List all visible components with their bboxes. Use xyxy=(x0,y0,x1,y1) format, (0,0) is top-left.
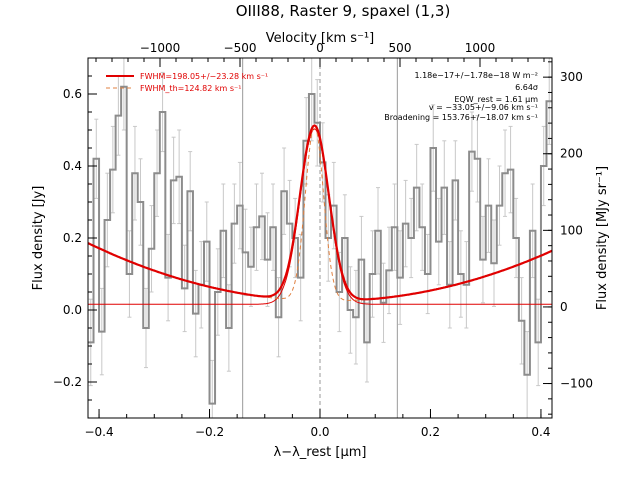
y-tick-label-4: 0.6 xyxy=(63,87,82,101)
x-tick-label-4: 0.4 xyxy=(531,425,550,439)
right-tick-label-3: 200 xyxy=(560,147,583,161)
fit-curve xyxy=(87,124,553,301)
top-tick-label-3: 500 xyxy=(389,41,412,55)
plot-frame xyxy=(87,57,553,419)
error-bars xyxy=(88,57,552,419)
legend-label-fwhm-th: FWHM_th=124.82 km s⁻¹ xyxy=(140,84,241,93)
axes: −0.4 −0.2 0.0 0.2 0.4−0.20.00.20.40.6−100010… xyxy=(53,41,593,439)
legend: FWHM=198.05+/−23.28 km s⁻¹ FWHM_th=124.8… xyxy=(106,72,268,93)
annotation-broadening: Broadening = 153.76+/−18.07 km s⁻¹ xyxy=(384,113,538,122)
y-tick-label-3: 0.4 xyxy=(63,159,82,173)
annotation-flux: 1.18e−17+/−1.78e−18 W m⁻² xyxy=(414,71,538,80)
right-tick-label-0: −100 xyxy=(560,377,593,391)
right-tick-label-4: 300 xyxy=(560,70,583,84)
top-tick-label-4: 1000 xyxy=(465,41,496,55)
y-axis-title-right: Flux density [MJy sr⁻¹] xyxy=(595,166,610,310)
annotation-velocity: v = −33.05+/−9.06 km s⁻¹ xyxy=(429,103,538,112)
right-tick-label-1: 0 xyxy=(560,300,568,314)
x-tick-label-3: 0.2 xyxy=(421,425,440,439)
x-tick-label-0: −0.4 xyxy=(84,425,113,439)
top-tick-label-1: −500 xyxy=(224,41,257,55)
fit-annotations: 1.18e−17+/−1.78e−18 W m⁻² 6.64σ EQW_rest… xyxy=(384,71,538,122)
y-tick-label-1: 0.0 xyxy=(63,303,82,317)
top-axis-title: Velocity [km s⁻¹] xyxy=(266,31,374,46)
vertical-marker-lines xyxy=(242,58,398,418)
annotation-eqw: EQW_rest = 1.61 μm xyxy=(454,95,538,104)
y-axis-title-left: Flux density [Jy] xyxy=(31,186,46,291)
x-tick-label-2: 0.0 xyxy=(310,425,329,439)
top-tick-label-2: 0 xyxy=(316,41,324,55)
top-tick-label-0: −1000 xyxy=(140,41,181,55)
annotation-sigma: 6.64σ xyxy=(515,83,538,92)
y-tick-label-0: −0.2 xyxy=(53,375,82,389)
model-curves xyxy=(87,124,553,305)
chart-title: OIII88, Raster 9, spaxel (1,3) xyxy=(236,2,451,20)
legend-label-fwhm: FWHM=198.05+/−23.28 km s⁻¹ xyxy=(140,72,268,81)
y-tick-label-2: 0.2 xyxy=(63,231,82,245)
x-axis-title: λ−λ_rest [μm] xyxy=(274,445,367,460)
x-tick-label-1: −0.2 xyxy=(195,425,224,439)
right-tick-label-2: 100 xyxy=(560,223,583,237)
